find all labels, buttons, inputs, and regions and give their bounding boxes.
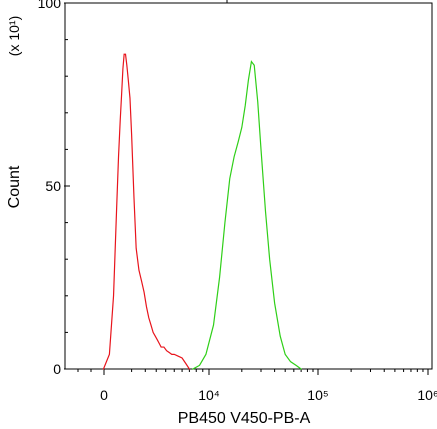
histogram-series-2 bbox=[192, 60, 302, 370]
x-tick-label: 0 bbox=[100, 387, 108, 403]
y-axis-title: Count bbox=[6, 165, 23, 208]
x-axis-title: PB450 V450-PB-A bbox=[178, 410, 311, 427]
x-tick-label: 10⁴ bbox=[198, 387, 220, 403]
y-axis-scale-note: (x 10¹) bbox=[6, 16, 22, 56]
y-tick-label: 0 bbox=[53, 361, 61, 377]
plot-frame bbox=[64, 2, 433, 370]
x-axis-ticks: 0 10⁴ 10⁵ 10⁶ bbox=[77, 369, 437, 403]
x-tick-label: 10⁶ bbox=[417, 387, 437, 403]
histogram-series-1 bbox=[102, 53, 191, 370]
y-axis-ticks: 0 50 100 bbox=[38, 0, 70, 377]
y-tick-label: 50 bbox=[45, 178, 61, 194]
y-tick-label: 100 bbox=[38, 0, 62, 11]
series-group bbox=[102, 53, 302, 370]
x-tick-label: 10⁵ bbox=[307, 387, 328, 403]
